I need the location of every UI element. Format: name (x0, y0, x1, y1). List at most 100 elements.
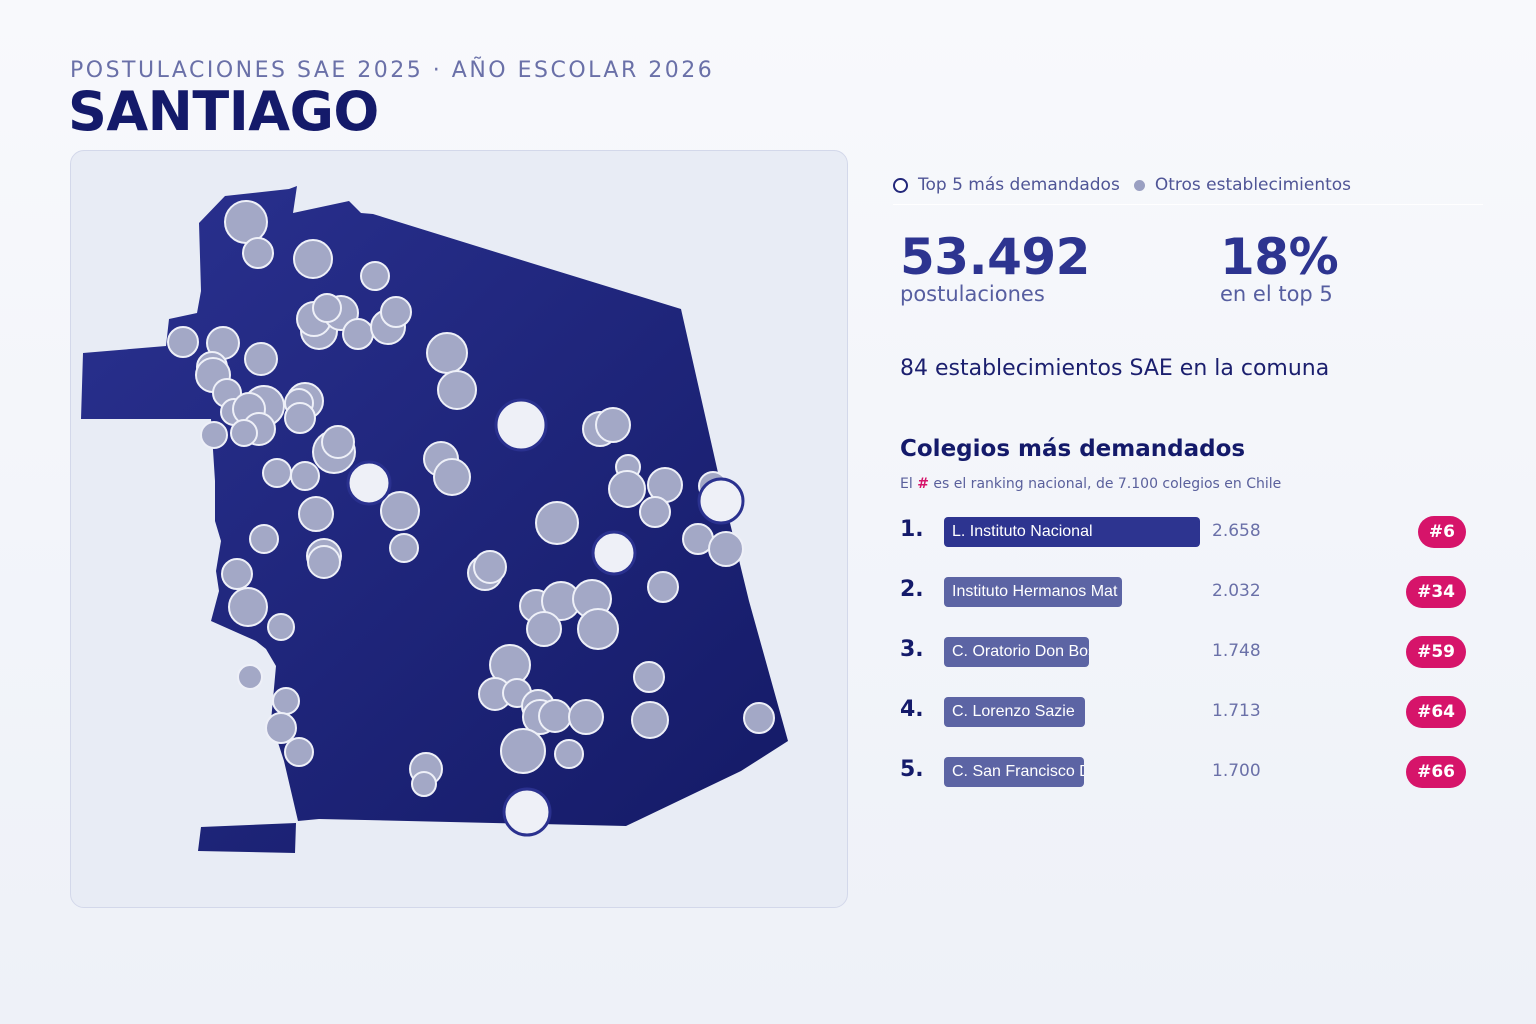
top-school-markers (346, 398, 745, 837)
school-marker[interactable] (307, 545, 341, 579)
school-marker[interactable] (433, 458, 471, 496)
school-marker[interactable] (321, 425, 355, 459)
top-school-marker[interactable] (502, 787, 552, 837)
rank-value: 2.032 (1212, 581, 1261, 601)
stat-applications-value: 53.492 (900, 228, 1090, 286)
school-marker[interactable] (167, 326, 199, 358)
school-marker[interactable] (224, 200, 268, 244)
rank-name: C. San Francisco De A (952, 763, 1084, 780)
school-marker[interactable] (743, 702, 775, 734)
stat-applications-label: postulaciones (900, 282, 1045, 306)
top-school-marker[interactable] (346, 460, 392, 506)
school-marker[interactable] (568, 699, 604, 735)
school-marker[interactable] (633, 661, 665, 693)
school-marker[interactable] (631, 701, 669, 739)
school-marker[interactable] (200, 421, 228, 449)
rank-value: 2.658 (1212, 521, 1261, 541)
rank-name: Instituto Hermanos Mat (952, 583, 1118, 600)
school-marker[interactable] (639, 496, 671, 528)
school-marker[interactable] (221, 558, 253, 590)
rank-name: L. Instituto Nacional (952, 523, 1093, 540)
school-marker[interactable] (473, 550, 507, 584)
rank-bar: C. San Francisco De A (944, 757, 1084, 787)
school-marker[interactable] (360, 261, 390, 291)
school-marker[interactable] (230, 419, 258, 447)
ranking-row[interactable]: 2. Instituto Hermanos Mat 2.032 #34 (900, 575, 1470, 609)
commune-boundary (81, 186, 788, 853)
school-marker[interactable] (267, 613, 295, 641)
rank-bar: C. Oratorio Don Bosco (944, 637, 1089, 667)
rank-position: 1. (900, 517, 924, 542)
school-marker[interactable] (380, 491, 420, 531)
stat-top5-share-label: en el top 5 (1220, 282, 1333, 306)
ranking-row[interactable]: 1. L. Instituto Nacional 2.658 #6 (900, 515, 1470, 549)
school-marker[interactable] (426, 332, 468, 374)
ranking-row[interactable]: 3. C. Oratorio Don Bosco 1.748 #59 (900, 635, 1470, 669)
school-marker[interactable] (244, 342, 278, 376)
page-title: SANTIAGO (68, 80, 379, 143)
school-marker[interactable] (380, 296, 412, 328)
school-marker[interactable] (538, 699, 572, 733)
school-marker[interactable] (500, 728, 546, 774)
ranking-row[interactable]: 5. C. San Francisco De A 1.700 #66 (900, 755, 1470, 789)
school-marker[interactable] (293, 239, 333, 279)
ranking-note-suffix: es el ranking nacional, de 7.100 colegio… (928, 476, 1282, 492)
school-marker[interactable] (554, 739, 584, 769)
map-legend: Top 5 más demandados Otros establecimien… (893, 166, 1483, 205)
rank-name: C. Lorenzo Sazie (952, 703, 1075, 720)
legend-top-label: Top 5 más demandados (918, 175, 1120, 195)
school-marker[interactable] (389, 533, 419, 563)
school-marker[interactable] (298, 496, 334, 532)
rank-position: 3. (900, 637, 924, 662)
school-marker[interactable] (342, 318, 374, 350)
rank-bar: Instituto Hermanos Mat (944, 577, 1122, 607)
school-marker[interactable] (237, 664, 263, 690)
school-markers (167, 200, 775, 797)
school-marker[interactable] (228, 587, 268, 627)
top-school-marker[interactable] (697, 477, 745, 525)
ranking-note: El # es el ranking nacional, de 7.100 co… (900, 476, 1281, 492)
school-marker[interactable] (262, 458, 292, 488)
school-marker[interactable] (647, 571, 679, 603)
school-marker[interactable] (608, 470, 646, 508)
school-marker[interactable] (708, 531, 744, 567)
school-marker[interactable] (526, 611, 562, 647)
school-marker[interactable] (284, 737, 314, 767)
rank-position: 5. (900, 757, 924, 782)
top-school-marker[interactable] (591, 530, 637, 576)
supertitle: POSTULACIONES SAE 2025 · AÑO ESCOLAR 202… (70, 58, 715, 83)
school-marker[interactable] (312, 293, 342, 323)
school-marker[interactable] (249, 524, 279, 554)
ranking-title: Colegios más demandados (900, 436, 1246, 462)
rank-value: 1.700 (1212, 761, 1261, 781)
ranking-note-prefix: El (900, 476, 918, 492)
ranking-row[interactable]: 4. C. Lorenzo Sazie 1.713 #64 (900, 695, 1470, 729)
school-marker[interactable] (595, 407, 631, 443)
stat-top5-share: 18% en el top 5 (1220, 228, 1339, 306)
school-marker[interactable] (265, 712, 297, 744)
school-marker[interactable] (290, 461, 320, 491)
ranking-note-hash: # (917, 476, 929, 492)
rank-badge: #59 (1406, 636, 1466, 668)
school-marker[interactable] (284, 402, 316, 434)
school-marker[interactable] (242, 237, 274, 269)
school-marker[interactable] (272, 687, 300, 715)
stat-applications: 53.492 postulaciones (900, 228, 1090, 306)
map-svg (81, 186, 788, 853)
top-school-marker[interactable] (494, 398, 548, 452)
school-marker[interactable] (437, 370, 477, 410)
school-marker[interactable] (535, 501, 579, 545)
legend-other-label: Otros establecimientos (1154, 175, 1352, 195)
legend-other-item: Otros establecimientos (1133, 175, 1352, 195)
rank-bar: L. Instituto Nacional (944, 517, 1200, 547)
ring-icon (893, 177, 908, 193)
school-marker[interactable] (577, 608, 619, 650)
rank-position: 2. (900, 577, 924, 602)
rank-position: 4. (900, 697, 924, 722)
rank-badge: #34 (1406, 576, 1466, 608)
schools-count: 84 establecimientos SAE en la comuna (900, 356, 1330, 381)
rank-name: C. Oratorio Don Bosco (952, 643, 1089, 660)
school-marker[interactable] (411, 771, 437, 797)
dot-icon (1133, 179, 1145, 191)
rank-badge: #64 (1406, 696, 1466, 728)
